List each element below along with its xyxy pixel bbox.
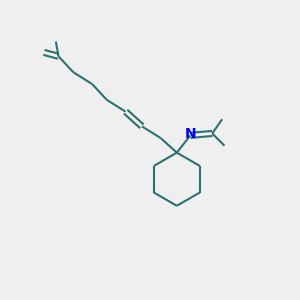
Text: N: N xyxy=(184,127,196,140)
